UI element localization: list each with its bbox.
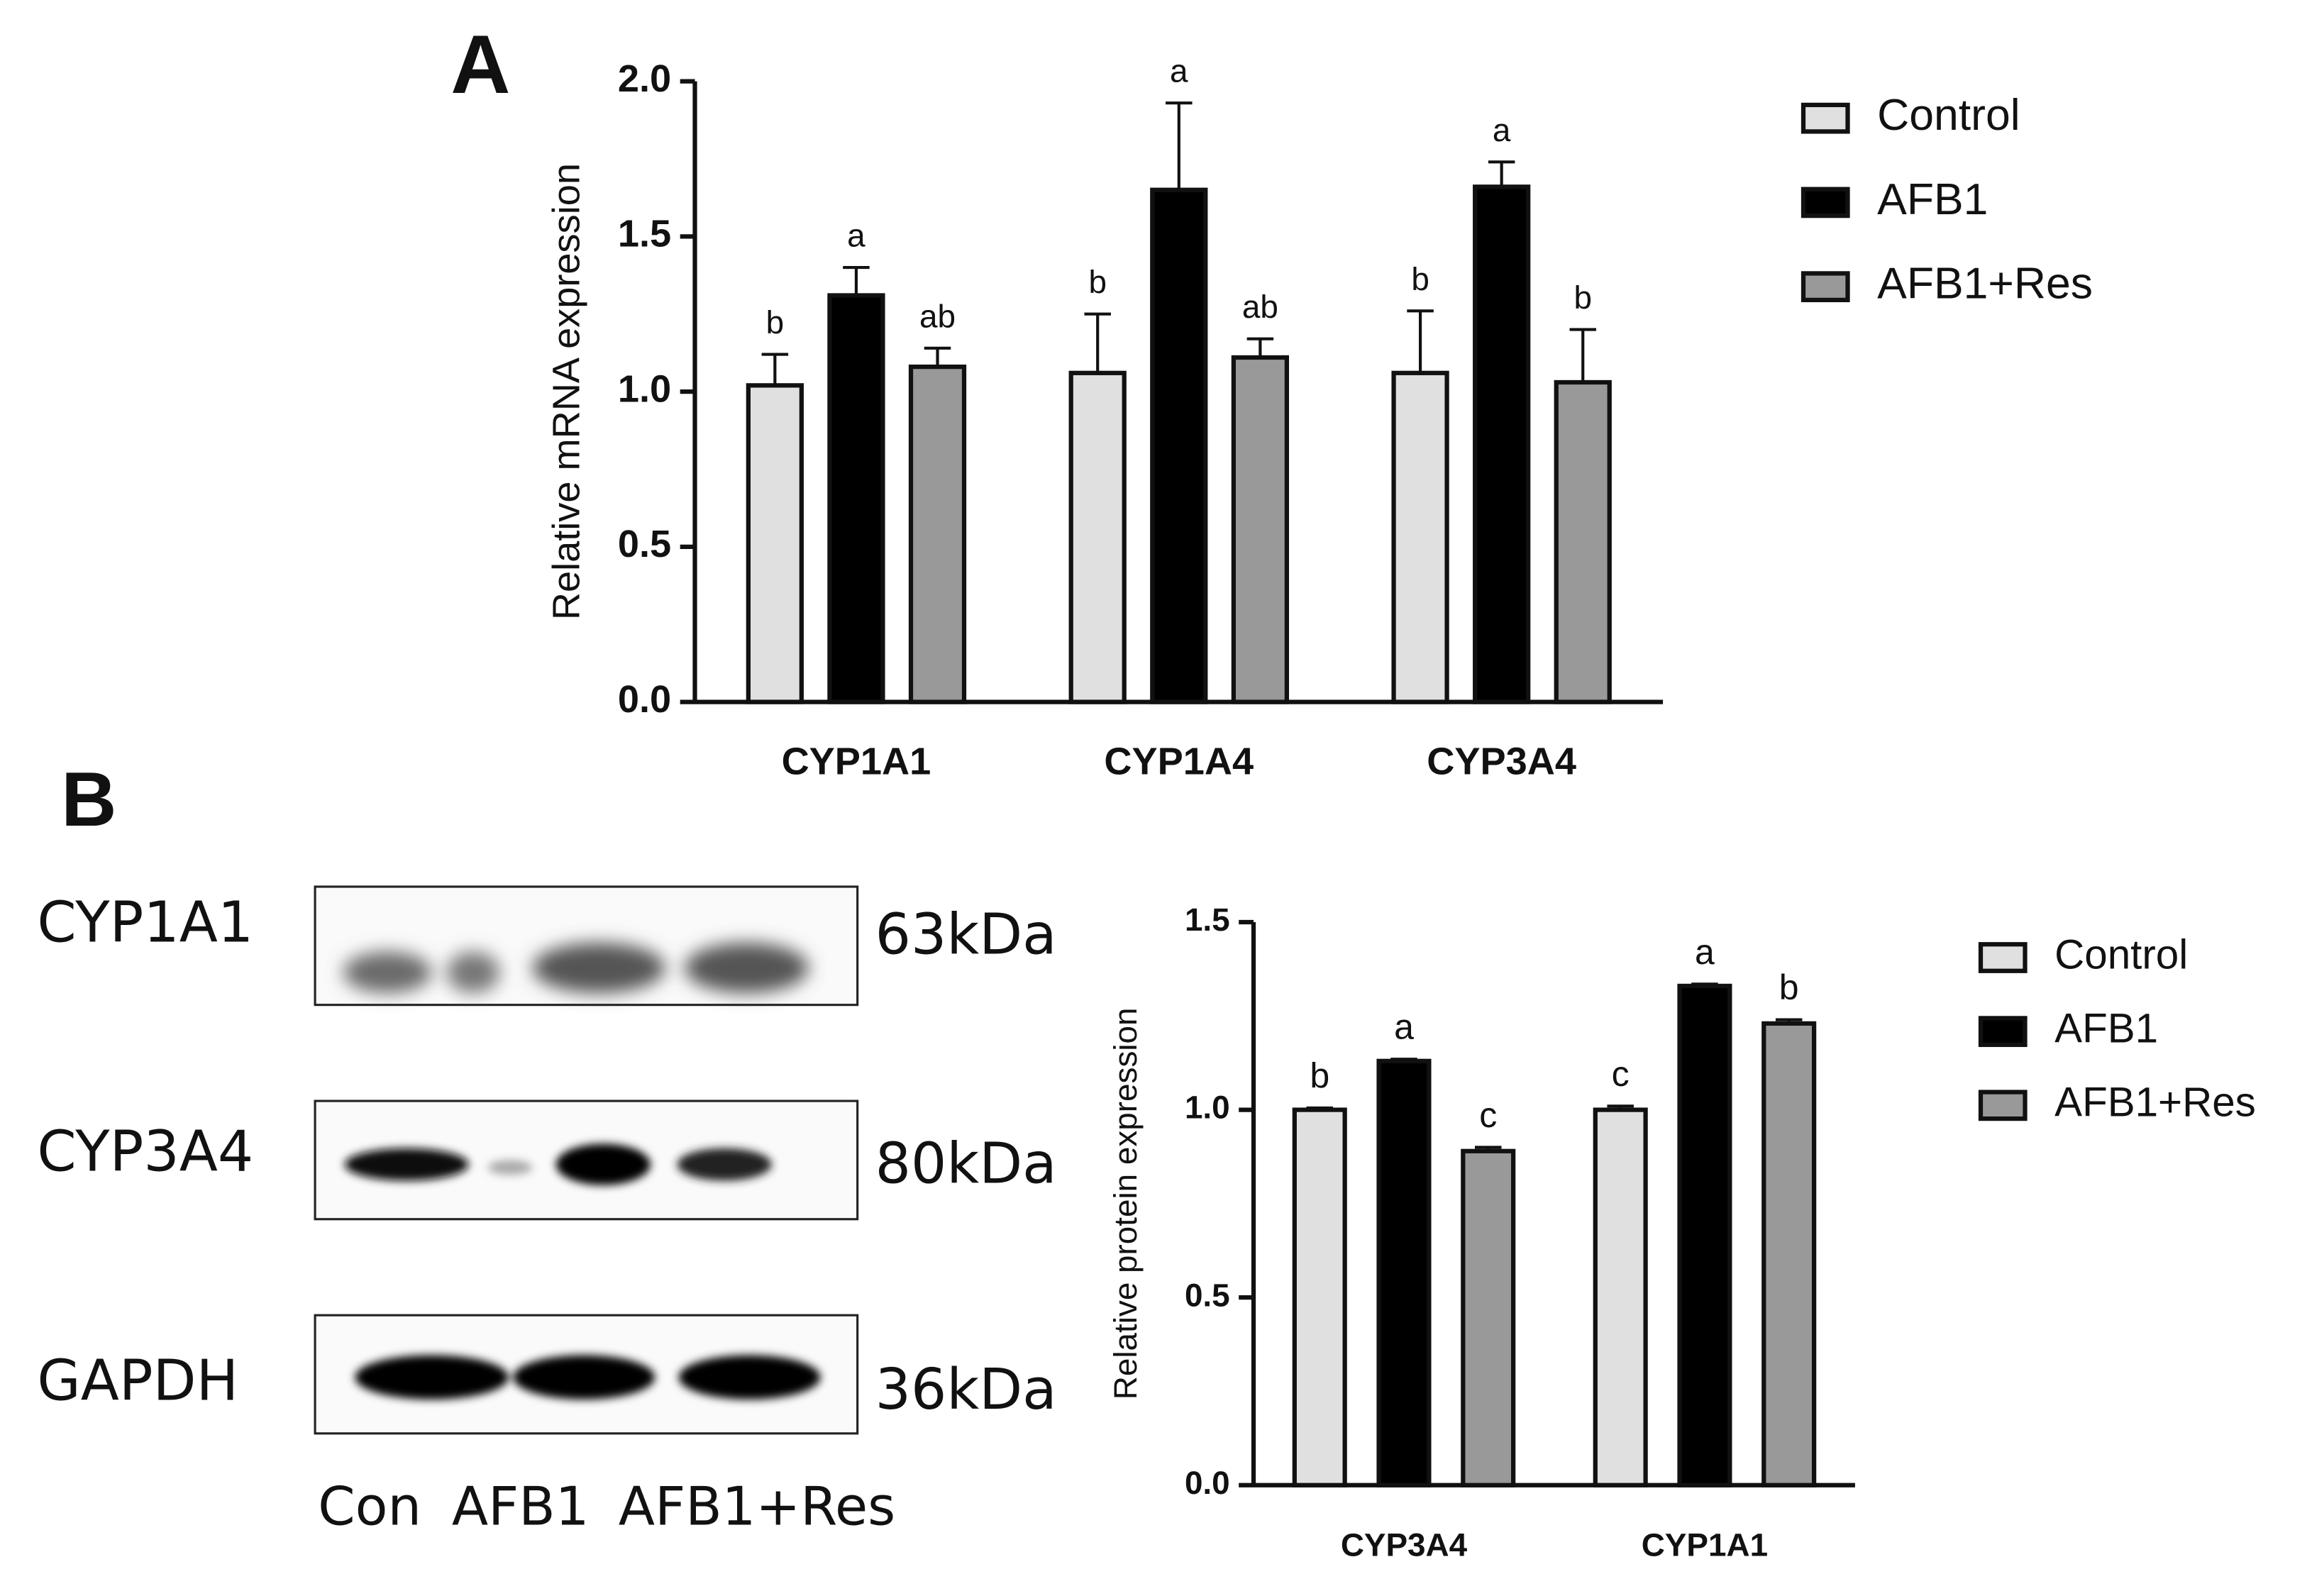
y-tick-label: 1.0	[618, 367, 671, 410]
bands	[344, 1143, 772, 1185]
legend-label: AFB1	[1877, 174, 1988, 224]
bar	[1391, 370, 1449, 704]
y-tick-label: 2.0	[618, 57, 671, 100]
legend-swatch	[1801, 187, 1850, 218]
significance-letter: c	[1612, 1054, 1630, 1094]
y-tick-label: 1.5	[1185, 902, 1230, 938]
significance-letter: b	[766, 304, 785, 340]
significance-letter: b	[1573, 279, 1591, 316]
y-tick-label: 1.5	[618, 213, 671, 255]
x-tick-label: CYP3A4	[1427, 740, 1576, 782]
panel-label: B	[61, 756, 116, 842]
legend-swatch	[1978, 942, 2028, 973]
y-axis-title: Relative protein expression	[1107, 1007, 1144, 1400]
blot-size-label: 63kDa	[875, 902, 1057, 967]
y-tick-label: 0.5	[618, 523, 671, 565]
bar	[908, 364, 967, 704]
blot-lane-label: Con	[318, 1475, 421, 1538]
legend-label: Control	[1877, 90, 2020, 140]
legend-label: AFB1+Res	[1877, 259, 2093, 309]
significance-letter: a	[847, 218, 865, 254]
legend-swatch	[1801, 102, 1850, 134]
bands	[355, 1355, 821, 1400]
legend-label: AFB1	[2054, 1006, 2158, 1052]
bar	[1150, 187, 1208, 704]
significance-letter: b	[1779, 968, 1799, 1007]
legend-label: AFB1+Res	[2054, 1080, 2256, 1126]
blot-size-label: 80kDa	[875, 1131, 1057, 1196]
blot-row-label: CYP3A4	[37, 1119, 253, 1185]
significance-letter: b	[1411, 261, 1429, 297]
significance-letter: a	[1493, 112, 1511, 148]
y-tick-label: 0.5	[1185, 1277, 1230, 1313]
legend-swatch	[1978, 1016, 2028, 1048]
x-tick-label: CYP3A4	[1341, 1526, 1468, 1563]
x-tick-label: CYP1A1	[782, 740, 931, 782]
bar	[746, 383, 804, 704]
western-blot: CYP1A1 CYP3A4 GAPDH 63kDa 80kDa 36kDa Co…	[37, 885, 1057, 1538]
legend-label: Control	[2054, 931, 2188, 977]
legend-swatch	[1801, 271, 1850, 303]
bar	[1473, 184, 1531, 704]
bar	[1068, 370, 1127, 704]
blot-row-label: CYP1A1	[37, 890, 253, 955]
blot-lane-label: AFB1	[452, 1475, 590, 1538]
y-axis-title: Relative mRNA expression	[546, 163, 588, 620]
bar	[1554, 379, 1612, 704]
bands	[343, 943, 809, 993]
significance-letter: ab	[919, 298, 956, 334]
blot-size-label: 36kDa	[875, 1357, 1057, 1422]
significance-letter: ab	[1242, 289, 1278, 325]
x-tick-label: CYP1A1	[1642, 1526, 1768, 1563]
bar	[1761, 1021, 1817, 1487]
significance-letter: a	[1170, 53, 1188, 89]
bar	[1677, 983, 1732, 1487]
bar	[1376, 1058, 1432, 1487]
x-tick-label: CYP1A4	[1104, 740, 1254, 782]
blot-lane-label: AFB1+Res	[619, 1475, 895, 1538]
bar	[1292, 1107, 1347, 1487]
bar	[1461, 1148, 1516, 1487]
y-tick-label: 0.0	[618, 678, 671, 721]
y-tick-label: 0.0	[1185, 1465, 1230, 1501]
panel-label: A	[450, 18, 510, 111]
bar	[1593, 1107, 1648, 1487]
blot-row-label: GAPDH	[37, 1348, 238, 1414]
significance-letter: c	[1479, 1095, 1497, 1135]
significance-letter: a	[1394, 1007, 1414, 1047]
bar	[827, 293, 885, 704]
legend-swatch	[1978, 1090, 2028, 1121]
bar	[1231, 355, 1289, 704]
y-tick-label: 1.0	[1185, 1090, 1230, 1126]
significance-letter: b	[1310, 1055, 1329, 1095]
significance-letter: b	[1088, 264, 1107, 300]
significance-letter: a	[1695, 932, 1715, 972]
